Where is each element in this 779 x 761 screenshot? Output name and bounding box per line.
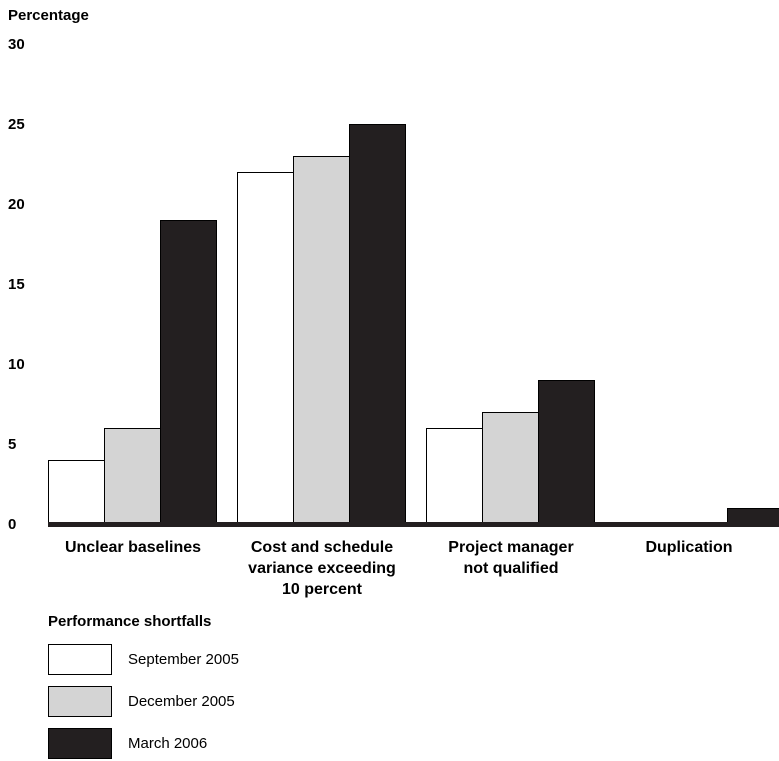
y-tick-label: 5 (8, 436, 16, 453)
bar-september-2005 (49, 461, 105, 525)
bar-march-2006 (350, 125, 406, 525)
legend-label: September 2005 (128, 651, 239, 668)
x-axis-baseline (48, 522, 779, 527)
category-label: Duplication (599, 537, 779, 558)
legend-label: March 2006 (128, 735, 207, 752)
bar-december-2005 (105, 429, 161, 525)
y-tick-label: 15 (8, 276, 25, 293)
legend-label: December 2005 (128, 693, 235, 710)
y-tick-label: 30 (8, 36, 25, 53)
y-tick-label: 25 (8, 116, 25, 133)
bar-december-2005 (483, 413, 539, 525)
bar-december-2005 (294, 157, 350, 525)
bar-september-2005 (238, 173, 294, 525)
y-tick-label: 0 (8, 516, 16, 533)
category-label: Cost and schedule variance exceeding 10 … (232, 537, 412, 600)
legend-title: Performance shortfalls (48, 613, 211, 630)
legend-swatch (48, 728, 112, 759)
bar-march-2006 (539, 381, 595, 525)
y-tick-label: 10 (8, 356, 25, 373)
bar-march-2006 (161, 221, 217, 525)
legend-swatch (48, 644, 112, 675)
category-label: Unclear baselines (43, 537, 223, 558)
bar-september-2005 (427, 429, 483, 525)
legend-swatch (48, 686, 112, 717)
bar-chart: 0 5 10 15 20 25 30 (0, 0, 779, 540)
y-tick-label: 20 (8, 196, 25, 213)
category-label: Project manager not qualified (421, 537, 601, 579)
